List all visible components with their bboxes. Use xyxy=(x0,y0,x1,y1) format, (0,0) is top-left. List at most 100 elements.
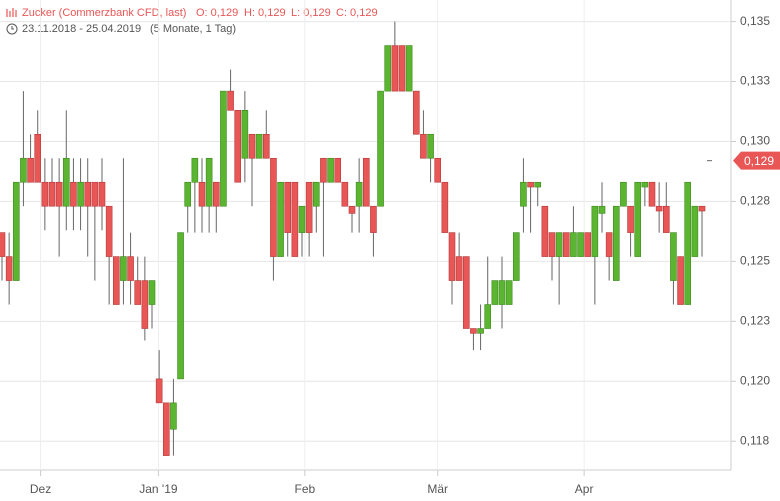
candle-body xyxy=(648,181,656,207)
candle-body xyxy=(362,157,370,207)
candle-body xyxy=(641,181,649,188)
candle-body xyxy=(5,256,13,281)
y-tick-label: 0,130 xyxy=(740,134,770,148)
candle-body xyxy=(384,45,392,92)
candle-body xyxy=(398,45,406,92)
low-value: L: 0,129 xyxy=(291,7,331,19)
x-tick-label: Apr xyxy=(575,482,594,496)
candle-body xyxy=(534,181,542,188)
candle-body xyxy=(634,181,642,257)
candle-body xyxy=(41,181,49,207)
y-tick-label: 0,128 xyxy=(740,194,770,208)
candle-body xyxy=(170,402,177,430)
y-tick-label: 0,120 xyxy=(740,373,770,387)
y-tick-label: 0,123 xyxy=(740,313,770,327)
candle-body xyxy=(155,378,163,404)
high-value: H: 0,129 xyxy=(244,7,286,19)
candle-body xyxy=(577,232,584,257)
candle-body xyxy=(277,181,284,257)
candle-body xyxy=(184,181,192,207)
candle-body xyxy=(620,181,627,207)
y-tick-label: 0,135 xyxy=(740,14,770,28)
date-range: 23.11.2018 - 25.04.2019 xyxy=(22,23,141,35)
candle-body xyxy=(205,157,213,207)
candle-body xyxy=(320,157,327,183)
candle-body xyxy=(627,205,634,233)
last-price-label: 0,129 xyxy=(744,154,774,168)
candle-body xyxy=(370,205,377,233)
candle-body xyxy=(220,90,227,207)
candle-body xyxy=(291,181,299,257)
candle-body xyxy=(34,133,42,183)
candle-body xyxy=(262,133,270,159)
candle-body xyxy=(555,232,563,257)
last-price-tag xyxy=(733,151,780,170)
candle-body xyxy=(448,232,456,281)
candle-body xyxy=(355,181,363,207)
candle-body xyxy=(105,205,113,257)
instrument-title: Zucker (Commerzbank CFD, last) xyxy=(22,7,186,19)
candle-body xyxy=(605,232,613,257)
y-tick-label: 0,133 xyxy=(740,74,770,88)
candle-body xyxy=(248,133,256,159)
candle-body xyxy=(212,181,220,207)
candle-body xyxy=(0,232,6,257)
candle-body xyxy=(77,181,84,207)
candle-body xyxy=(512,232,520,281)
candle-body xyxy=(177,232,184,380)
candle-body xyxy=(148,280,156,305)
candle-body xyxy=(662,205,670,233)
candle-body xyxy=(70,181,77,207)
candle-body xyxy=(98,181,106,207)
period: (5 Monate, 1 Tag) xyxy=(150,23,236,35)
candle-body xyxy=(270,157,277,257)
candle-body xyxy=(420,133,427,159)
candle-body xyxy=(655,205,663,212)
candle-body xyxy=(591,205,599,257)
candle-body xyxy=(677,256,684,305)
candle-body xyxy=(162,402,170,456)
candle-body xyxy=(670,232,677,281)
candle-body xyxy=(405,45,413,92)
candle-body xyxy=(698,205,706,212)
candle-body xyxy=(412,90,420,135)
candle-body xyxy=(234,110,242,183)
candle-body xyxy=(48,181,56,207)
candle-body xyxy=(584,232,592,257)
candle-body xyxy=(427,133,434,159)
candle-body xyxy=(598,205,606,214)
x-tick-label: Jan '19 xyxy=(139,482,178,496)
candle-body xyxy=(20,157,27,183)
candle-body xyxy=(498,280,506,305)
candle-body xyxy=(141,280,149,329)
candle-body xyxy=(377,90,384,207)
candle-body xyxy=(391,45,399,92)
plot-area xyxy=(0,0,736,476)
x-tick-label: Feb xyxy=(295,482,316,496)
candle-body xyxy=(127,256,134,281)
candle-body xyxy=(470,328,477,334)
open-value: O: 0,129 xyxy=(196,7,238,19)
candle-body xyxy=(91,181,99,207)
candle-body xyxy=(477,328,484,334)
candle-body xyxy=(434,157,442,183)
candle-body xyxy=(284,181,292,233)
candle-body xyxy=(348,205,356,214)
candle-body xyxy=(334,157,342,183)
x-tick-label: Dez xyxy=(30,482,51,496)
candle-body xyxy=(505,280,513,305)
candle-body xyxy=(462,256,470,329)
candle-body xyxy=(684,181,692,305)
candle-body xyxy=(241,110,249,159)
candle-body xyxy=(562,232,570,257)
candle-body xyxy=(527,181,534,188)
header: Zucker (Commerzbank CFD, last) O: 0,129 … xyxy=(6,7,378,35)
candle-body xyxy=(55,181,63,207)
x-tick-label: Mär xyxy=(427,482,448,496)
candle-body xyxy=(312,181,320,207)
candle-body xyxy=(227,90,234,111)
candle-body xyxy=(27,157,34,183)
candle-body xyxy=(691,205,699,257)
candle-body xyxy=(541,205,549,257)
